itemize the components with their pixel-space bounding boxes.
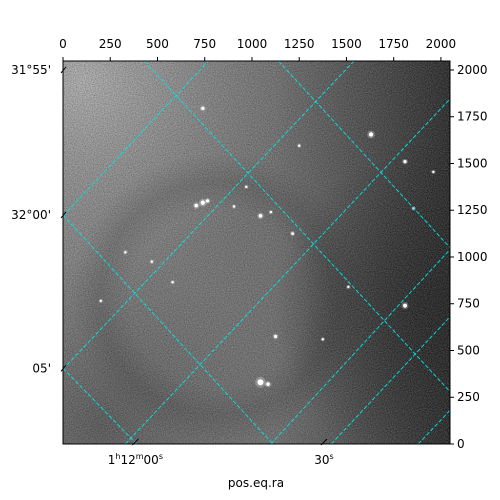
source-0 — [200, 200, 206, 205]
x-tick-label-2: 500 — [146, 37, 169, 51]
x-tick-label-8: 2000 — [426, 37, 457, 51]
grid-line-0 — [63, 61, 209, 217]
source-19 — [269, 210, 273, 214]
source-8 — [266, 382, 270, 386]
source-11 — [201, 106, 205, 110]
source-20 — [321, 338, 325, 341]
dec-tick-2 — [60, 364, 67, 372]
coordinate-grid — [63, 61, 450, 444]
source-10 — [273, 334, 278, 339]
y-tick-label-4: 1000 — [457, 250, 488, 264]
source-22 — [124, 251, 127, 254]
grid-line-3 — [331, 316, 450, 444]
dec-tick-label-1: 32°00' — [11, 208, 51, 222]
grid-line-4 — [63, 214, 274, 444]
source-21 — [432, 170, 435, 174]
source-17 — [150, 260, 154, 263]
dec-tick-1 — [60, 211, 67, 219]
pixel-x-axis: 0 250 500 750 1000 1250 1500 1750 2000 — [59, 37, 456, 61]
ra-tick-label-0: 1h12m00s — [108, 452, 163, 467]
grid-line-2 — [125, 98, 450, 444]
x-axis-title: pos.eq.ra — [228, 476, 284, 490]
y-tick-label-5: 1250 — [457, 203, 488, 217]
source-15 — [298, 144, 301, 147]
ra-tick-0 — [132, 438, 139, 446]
dec-tick-0 — [60, 66, 67, 74]
y-tick-label-0: 0 — [457, 437, 465, 451]
ra-axis: 1h12m00s 30s — [108, 438, 334, 467]
y-tick-label-6: 1500 — [457, 156, 488, 170]
x-tick-label-4: 1000 — [237, 37, 268, 51]
plot-area — [63, 61, 450, 444]
ra-tick-label-1: 30s — [314, 452, 333, 467]
source-2 — [205, 199, 210, 203]
dec-tick-label-0: 31°55' — [11, 63, 51, 77]
y-tick-label-3: 750 — [457, 297, 480, 311]
image-noise-light — [63, 61, 450, 444]
x-tick-label-0: 0 — [59, 37, 67, 51]
source-13 — [171, 281, 174, 284]
x-tick-label-3: 750 — [193, 37, 216, 51]
grid-line-9 — [417, 410, 450, 444]
dec-axis: 31°55' 32°00' 05' — [11, 63, 67, 375]
y-tick-label-2: 500 — [457, 343, 480, 357]
sources — [98, 105, 436, 388]
source-3 — [368, 132, 374, 137]
source-7 — [257, 379, 264, 386]
source-23 — [347, 285, 350, 289]
x-tick-label-5: 1250 — [284, 37, 315, 51]
source-6 — [291, 232, 294, 236]
y-tick-label-7: 1750 — [457, 110, 488, 124]
x-tick-label-7: 1750 — [378, 37, 409, 51]
source-1 — [194, 203, 199, 208]
source-12 — [232, 205, 236, 208]
source-18 — [99, 299, 102, 303]
ra-tick-1 — [320, 438, 328, 446]
pixel-y-axis: 0 250 500 750 1000 1250 1500 1750 2000 — [450, 63, 488, 451]
grid-line-6 — [143, 61, 450, 392]
source-4 — [403, 160, 407, 164]
grid-line-8 — [278, 61, 450, 248]
grid-line-1 — [63, 61, 355, 370]
source-16 — [245, 185, 248, 189]
plot-frame — [62, 60, 451, 445]
grid-line-7 — [270, 249, 450, 444]
y-tick-label-1: 250 — [457, 390, 480, 404]
x-tick-label-6: 1500 — [331, 37, 362, 51]
source-9 — [403, 303, 408, 308]
y-tick-label-8: 2000 — [457, 63, 488, 77]
x-tick-label-1: 250 — [99, 37, 122, 51]
source-5 — [258, 214, 263, 218]
dec-tick-label-2: 05' — [32, 361, 51, 375]
